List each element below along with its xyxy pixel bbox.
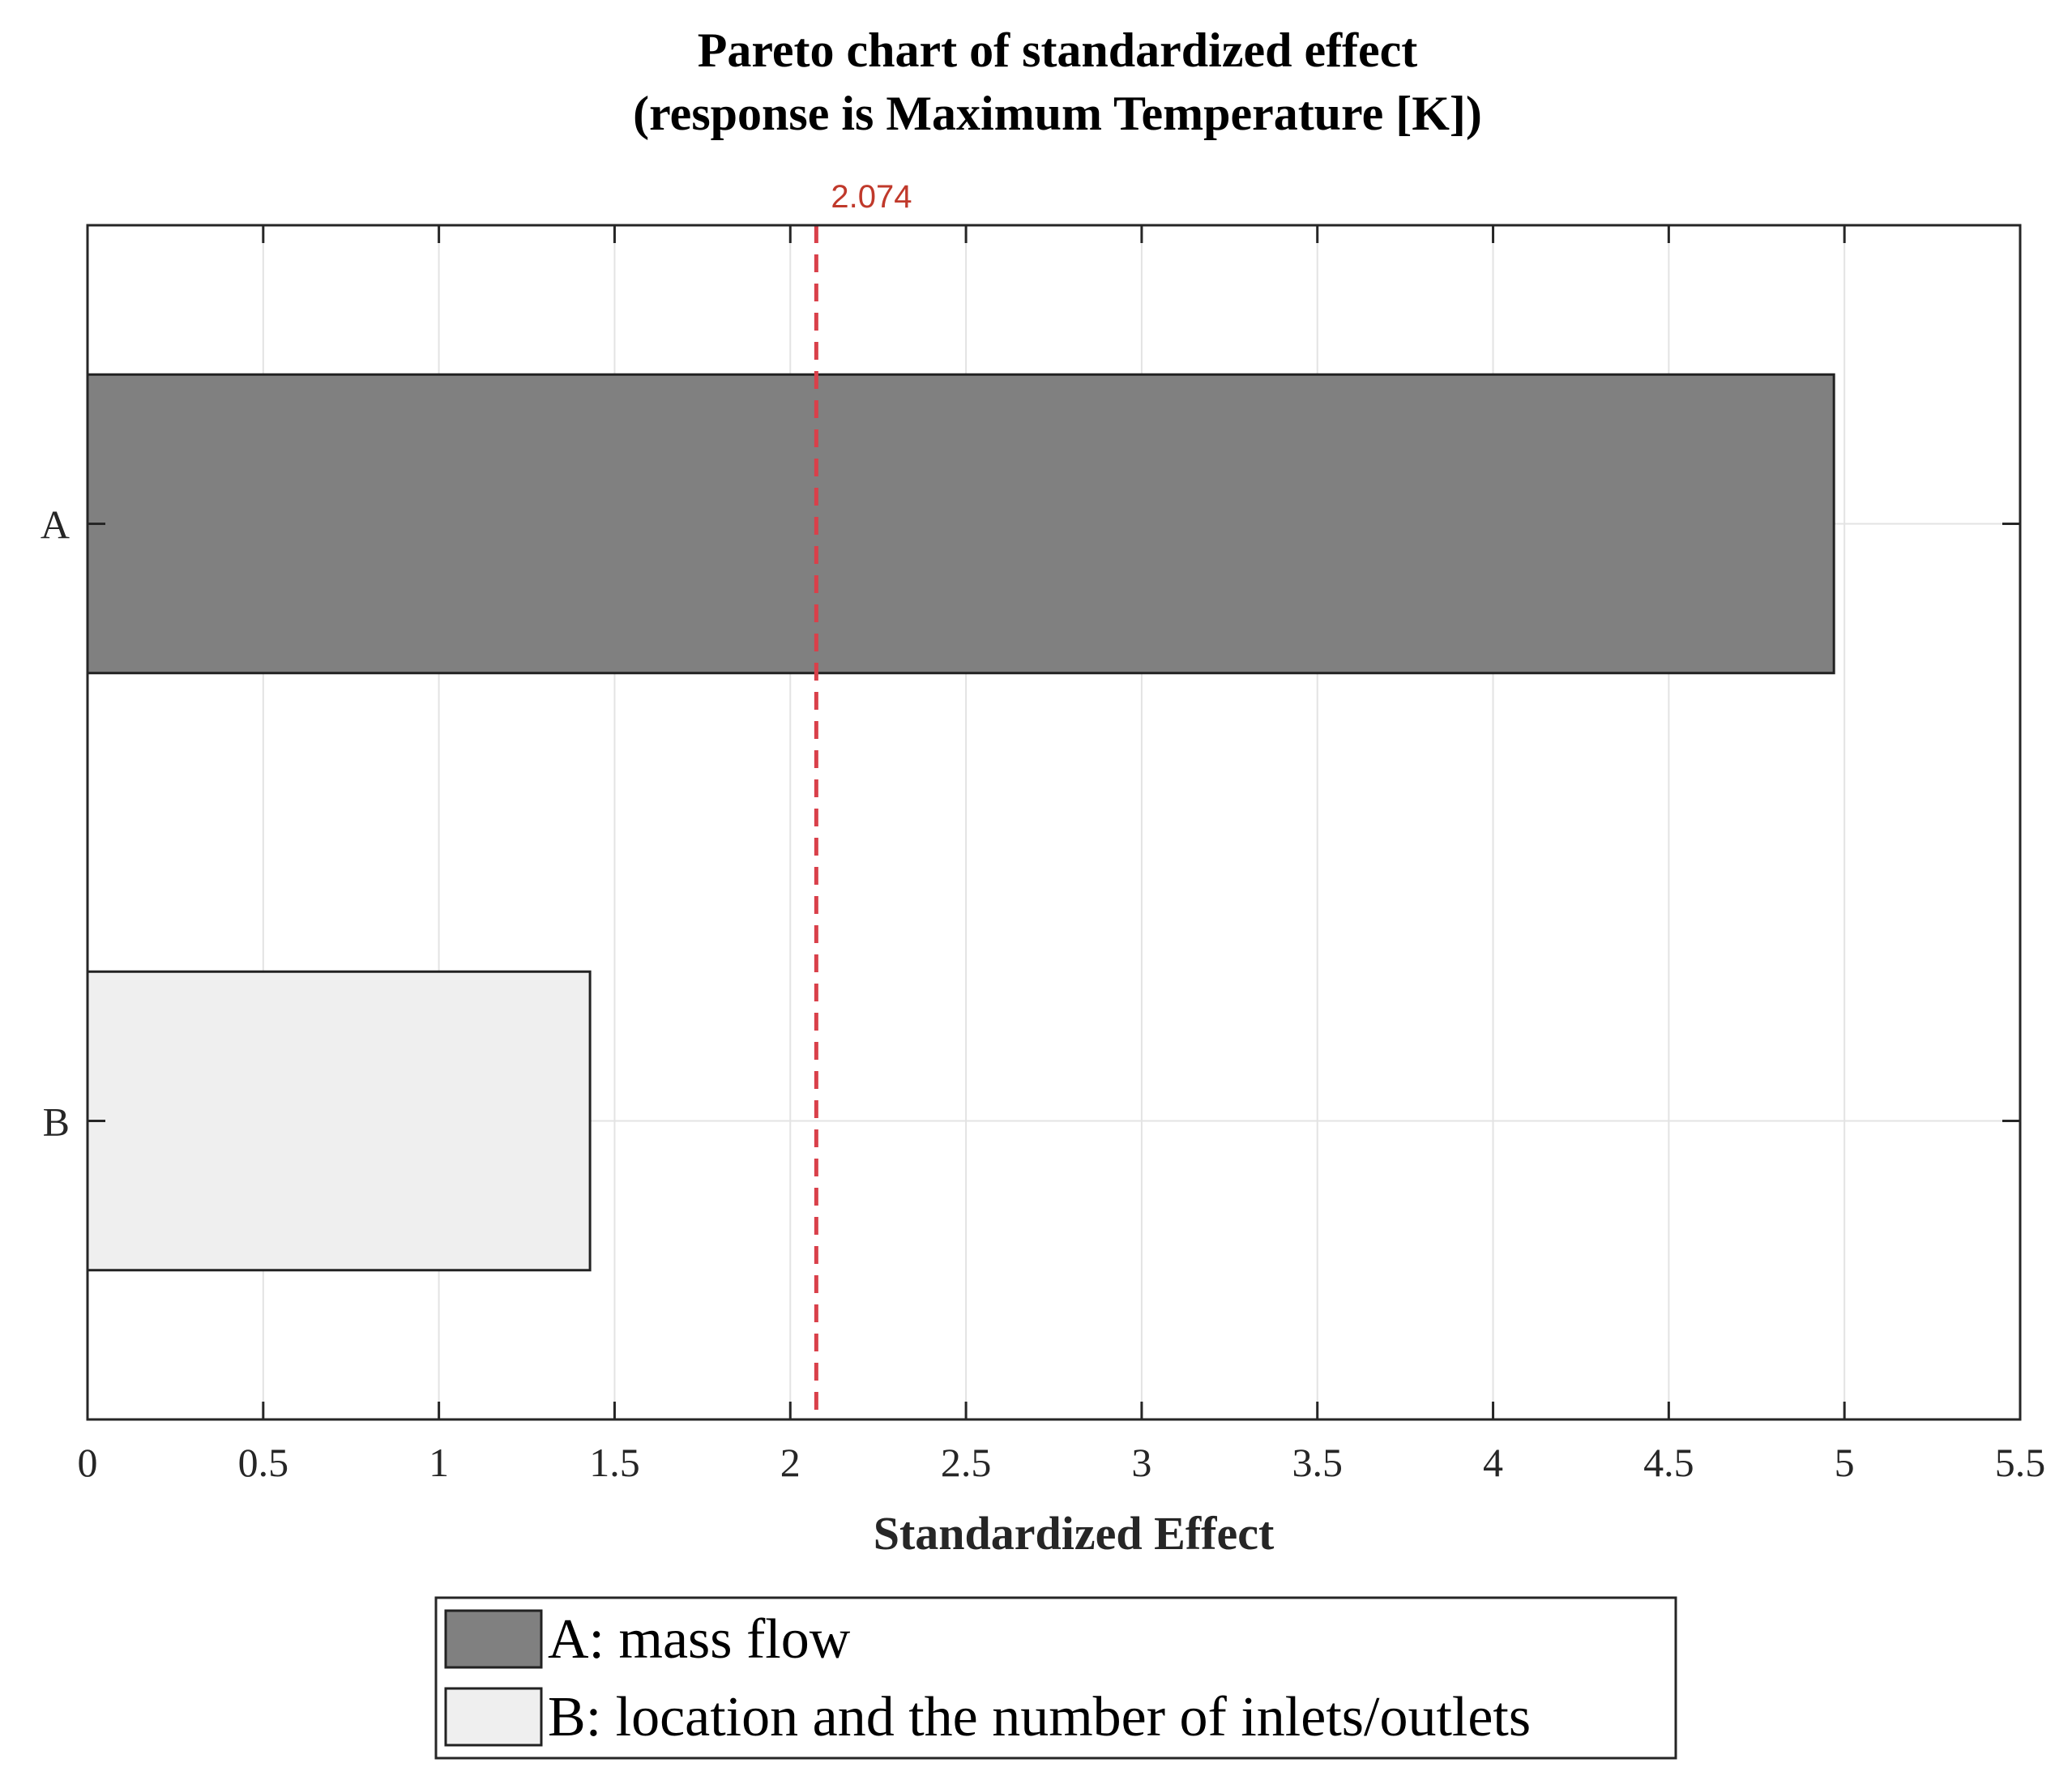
- legend-box: [434, 1596, 1677, 1760]
- reference-line-group: 2.074: [814, 179, 912, 1419]
- legend-entry-label: B: location and the number of inlets/out…: [548, 1686, 1531, 1748]
- x-tick-label: 3: [1131, 1440, 1151, 1485]
- x-tick-label: 5: [1835, 1440, 1855, 1485]
- legend-swatch: [444, 1687, 543, 1747]
- tick-labels: 0 0.5 1 1.5 2 2.5 3 3.5 4 4.5 5 5.5 A B: [41, 502, 2045, 1486]
- x-tick-label: 4: [1483, 1440, 1503, 1485]
- x-tick-label: 2.5: [941, 1440, 992, 1485]
- x-tick-label: 0: [78, 1440, 98, 1485]
- x-tick-label: 0.5: [238, 1440, 289, 1485]
- legend-entry-label: A: mass flow: [548, 1608, 851, 1671]
- x-tick-label: 1.5: [589, 1440, 640, 1485]
- bar-A: [86, 373, 1835, 675]
- x-axis-label: Standardized Effect: [874, 1507, 1275, 1560]
- bar-B: [86, 970, 592, 1272]
- reference-line-label: 2.074: [831, 179, 912, 215]
- x-tick-label: 1: [429, 1440, 449, 1485]
- bars: [86, 373, 1835, 1272]
- chart-title: Pareto chart of standardized effect: [698, 23, 1418, 77]
- legend-swatch: [444, 1609, 543, 1669]
- x-tick-label: 4.5: [1643, 1440, 1694, 1485]
- y-tick-label: A: [41, 502, 70, 548]
- x-tick-label: 3.5: [1292, 1440, 1343, 1485]
- axes: [86, 224, 2022, 1421]
- x-tick-label: 2: [780, 1440, 801, 1485]
- y-tick-label: B: [43, 1099, 70, 1145]
- legend: A: mass flow B: location and the number o…: [434, 1596, 1677, 1760]
- axes-box: [86, 224, 2022, 1421]
- chart-subtitle: (response is Maximum Temperature [K]): [633, 87, 1482, 140]
- x-tick-label: 5.5: [1995, 1440, 2046, 1485]
